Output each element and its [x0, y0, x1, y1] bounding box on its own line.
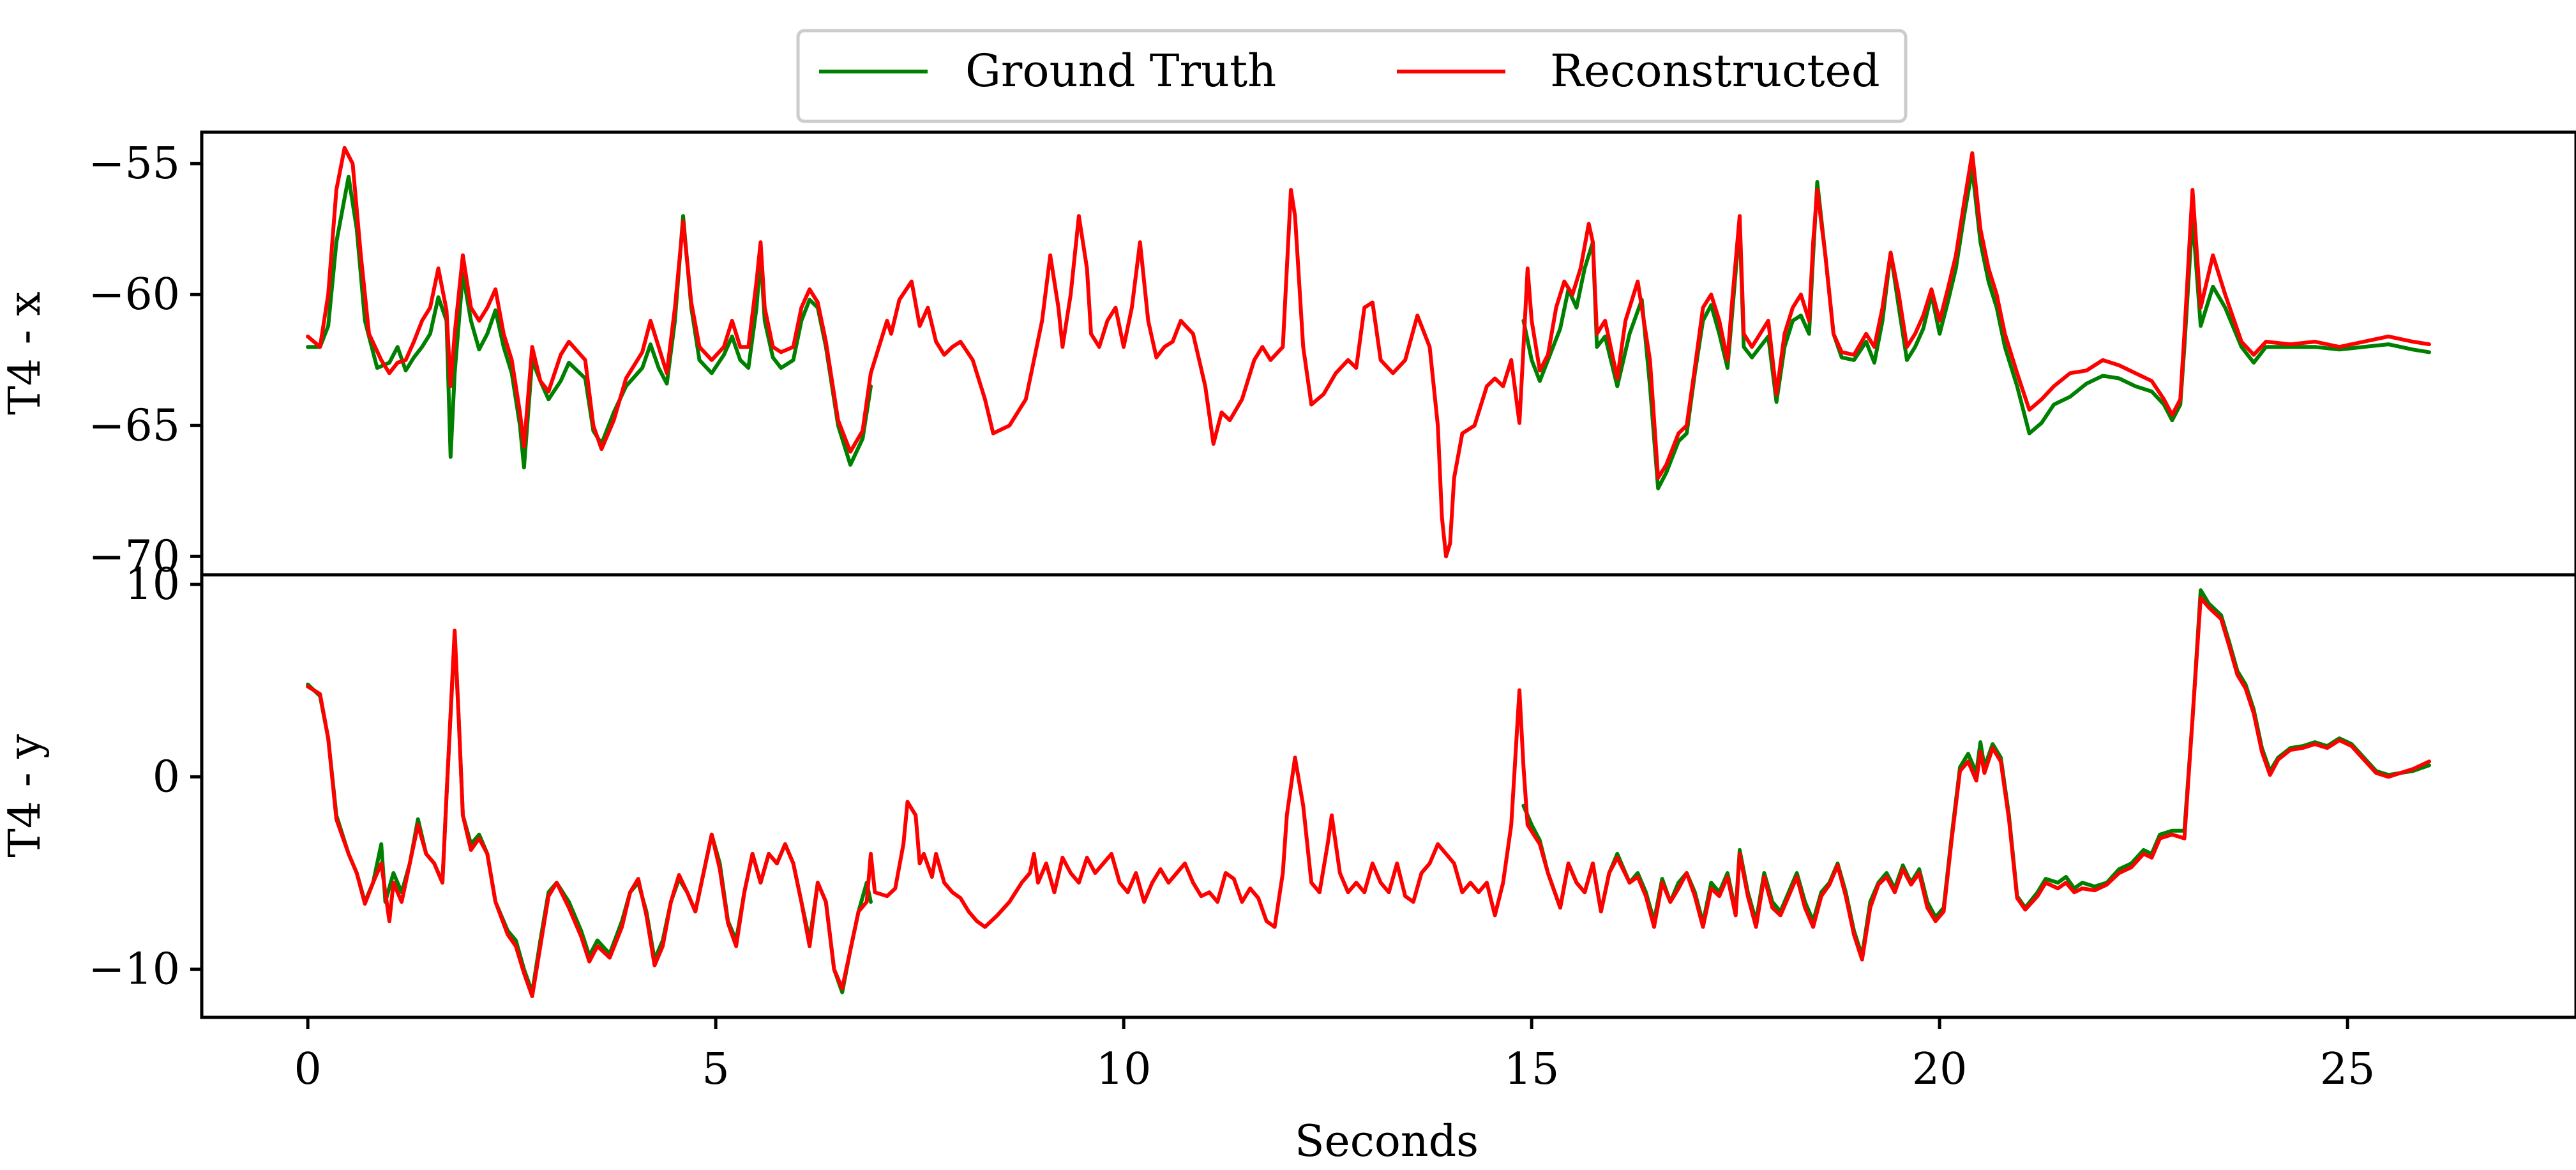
legend-box: [796, 29, 1908, 123]
y-tick-label-t4-y: 10: [124, 559, 180, 610]
x-axis-title: Seconds: [1295, 1116, 1479, 1167]
x-tick-label: 5: [702, 1044, 730, 1095]
panel-t4-x: −55 −60 −65 −70 T4 - x: [0, 130, 2576, 582]
legend-label-reconstructed: Reconstructed: [1550, 45, 1880, 97]
y-axis-title-t4-y: T4 - y: [0, 734, 50, 858]
plot-frame-t4-y: [200, 573, 2576, 1019]
y-axis-title-t4-x: T4 - x: [0, 291, 50, 414]
x-tick-label: 15: [1504, 1044, 1560, 1095]
y-tick-label-t4-y: −10: [88, 945, 180, 995]
y-tick-label-t4-x: −60: [88, 270, 180, 320]
x-ticks: 0 5 10 15 20 25: [294, 1017, 2376, 1095]
x-tick-label: 25: [2320, 1044, 2376, 1095]
series-line-ground-truth-t4-x-0: [306, 174, 873, 469]
panel-t4-y: 10 0 −10 T4 - y: [0, 559, 2576, 1019]
series-layer-t4-y: [306, 588, 2431, 998]
y-tick-label-t4-y: 0: [153, 752, 180, 802]
y-tick-label-t4-x: −65: [88, 400, 180, 451]
y-tick-label-t4-x: −70: [88, 531, 180, 582]
y-ticks-t4-y: 10 0 −10: [88, 559, 202, 995]
y-tick-label-t4-x: −55: [88, 139, 180, 189]
series-line-ground-truth-t4-y-0: [306, 632, 873, 994]
series-layer-t4-x: [306, 146, 2431, 559]
series-line-reconstructed-t4-x-0: [306, 146, 2431, 559]
legend-label-ground-truth: Ground Truth: [965, 45, 1276, 97]
x-tick-label: 0: [294, 1044, 322, 1095]
legend: Ground Truth Reconstructed: [796, 29, 1908, 123]
y-ticks-t4-x: −55 −60 −65 −70: [88, 139, 202, 582]
series-line-ground-truth-t4-x-1: [1521, 167, 2431, 490]
plot-frame-t4-x: [200, 130, 2576, 577]
series-line-reconstructed-t4-y-0: [306, 596, 2431, 998]
x-tick-label: 10: [1096, 1044, 1152, 1095]
x-tick-label: 20: [1912, 1044, 1968, 1095]
